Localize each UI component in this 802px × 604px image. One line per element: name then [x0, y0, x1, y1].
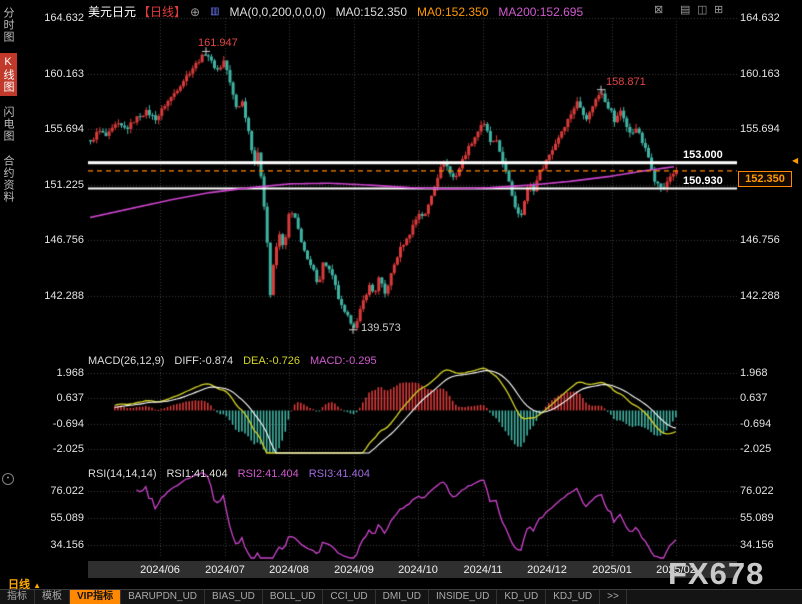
- x-axis-month: 2025/01: [592, 564, 632, 576]
- rsi-axis-label: 55.089: [50, 512, 84, 524]
- watermark: FX678: [668, 556, 765, 591]
- axis-label: 155.694: [44, 123, 84, 135]
- x-axis-strip: [88, 561, 737, 578]
- tab-kdj[interactable]: KDJ_UD: [546, 590, 601, 604]
- period-label: 日线: [8, 579, 30, 591]
- axis-label: 164.632: [740, 12, 780, 24]
- x-axis-month: 2024/12: [527, 564, 567, 576]
- tab-more[interactable]: >>: [600, 590, 627, 604]
- axis-label: 142.288: [44, 290, 84, 302]
- axis-label: 160.163: [740, 68, 780, 80]
- chart-header: 美元日元 【日线】 ⊕ ▥ MA(0,0,200,0,0,0) MA0:152.…: [88, 3, 583, 20]
- add-indicator-icon[interactable]: ⊕: [190, 4, 201, 19]
- macd-axis-label: -0.694: [52, 418, 84, 430]
- macd-title: MACD(26,12,9): [88, 355, 165, 367]
- rsi-axis-label: 34.156: [50, 539, 84, 551]
- rsi-axis-label: 76.022: [740, 485, 774, 497]
- x-axis-month: 2024/11: [463, 564, 503, 576]
- ma0-alt-value: MA0:152.350: [417, 4, 489, 19]
- macd-diff-value: DIFF:-0.874: [174, 355, 234, 367]
- macd-axis-label: 0.637: [56, 392, 84, 404]
- rsi-header: RSI(14,14,14) RSI1:41.404 RSI2:41.404 RS…: [88, 468, 370, 480]
- layout-single-icon[interactable]: ▤: [680, 4, 691, 16]
- tab-inside[interactable]: INSIDE_UD: [429, 590, 498, 604]
- tab-templates[interactable]: 模板: [35, 590, 70, 604]
- axis-label: 142.288: [740, 290, 780, 302]
- macd-axis-label: 1.968: [740, 367, 768, 379]
- period-selector[interactable]: 日线 ▲: [8, 576, 41, 592]
- rsi-axis-label: 34.156: [740, 539, 774, 551]
- x-axis-month: 2024/08: [269, 564, 309, 576]
- ma-settings-label: MA(0,0,200,0,0,0): [229, 4, 326, 19]
- tab-vip-indicators[interactable]: VIP指标: [70, 590, 122, 604]
- close-panel-icon[interactable]: ⊠: [654, 4, 664, 16]
- macd-dea-value: DEA:-0.726: [243, 355, 300, 367]
- support-level-label: 150.930: [683, 175, 723, 187]
- axis-label: 146.756: [44, 234, 84, 246]
- rsi-title: RSI(14,14,14): [88, 468, 157, 480]
- tab-bias[interactable]: BIAS_UD: [205, 590, 263, 604]
- indicator-icon[interactable]: ▥: [210, 6, 220, 17]
- rsi1-value: RSI1:41.404: [166, 468, 228, 480]
- layout-split-icon[interactable]: ◫: [697, 4, 708, 16]
- macd-hist-value: MACD:-0.295: [309, 355, 377, 367]
- swing-high-annotation: 158.871: [606, 76, 646, 88]
- rsi3-value: RSI3:41.404: [308, 468, 370, 480]
- rsi-axis-label: 55.089: [740, 512, 774, 524]
- x-axis-month: 2024/09: [334, 564, 374, 576]
- x-axis-month: 2025/02: [656, 564, 696, 576]
- symbol-name: 美元日元: [88, 5, 137, 19]
- axis-label: 160.163: [44, 68, 84, 80]
- period-tag: 【日线】: [138, 5, 187, 19]
- rsi-axis-label: 76.022: [50, 485, 84, 497]
- x-axis-month: 2024/10: [398, 564, 438, 576]
- chevron-up-icon: ▲: [33, 581, 41, 590]
- tab-kd[interactable]: KD_UD: [497, 590, 547, 604]
- sidebar-item-lightning[interactable]: 闪电图: [2, 106, 14, 142]
- macd-axis-label: -2.025: [740, 443, 772, 455]
- sidebar-item-timeline[interactable]: 分时图: [2, 7, 14, 43]
- macd-header: MACD(26,12,9) DIFF:-0.874 DEA:-0.726 MAC…: [88, 355, 377, 367]
- macd-axis-label: 0.637: [740, 392, 768, 404]
- x-axis-month: 2024/06: [140, 564, 180, 576]
- ma200-value: MA200:152.695: [498, 4, 584, 19]
- macd-axis-label: -2.025: [52, 443, 84, 455]
- ma0-value: MA0:152.350: [335, 4, 407, 19]
- rsi2-value: RSI2:41.404: [237, 468, 299, 480]
- last-price-box: 152.350: [738, 171, 792, 187]
- resistance-level-label: 153.000: [683, 149, 723, 161]
- axis-label: 146.756: [740, 234, 780, 246]
- tab-indicators[interactable]: 指标: [0, 590, 35, 604]
- tab-dmi[interactable]: DMI_UD: [376, 590, 429, 604]
- panel-settings-icon[interactable]: •: [2, 473, 14, 485]
- axis-label: 164.632: [44, 12, 84, 24]
- tab-boll[interactable]: BOLL_UD: [263, 590, 324, 604]
- tab-barupdn[interactable]: BARUPDN_UD: [121, 590, 206, 604]
- axis-label: 151.225: [44, 179, 84, 191]
- sidebar-item-contract-info[interactable]: 合约资料: [2, 155, 14, 203]
- left-sidebar: 分时图 K线图 闪电图 合约资料: [0, 4, 17, 206]
- indicator-toolbar: 指标 模板 VIP指标 BARUPDN_UD BIAS_UD BOLL_UD C…: [0, 589, 802, 604]
- axis-label: 155.694: [740, 123, 780, 135]
- macd-axis-label: -0.694: [740, 418, 772, 430]
- sidebar-item-kline[interactable]: K线图: [0, 53, 17, 96]
- swing-low-annotation: 139.573: [361, 322, 401, 334]
- layout-grid-icon[interactable]: ⊞: [714, 4, 724, 16]
- macd-axis-label: 1.968: [56, 367, 84, 379]
- x-axis-month: 2024/07: [205, 564, 245, 576]
- price-marker-arrow-icon: ◀: [792, 156, 799, 165]
- tab-cci[interactable]: CCI_UD: [323, 590, 376, 604]
- swing-high-annotation: 161.947: [198, 37, 238, 49]
